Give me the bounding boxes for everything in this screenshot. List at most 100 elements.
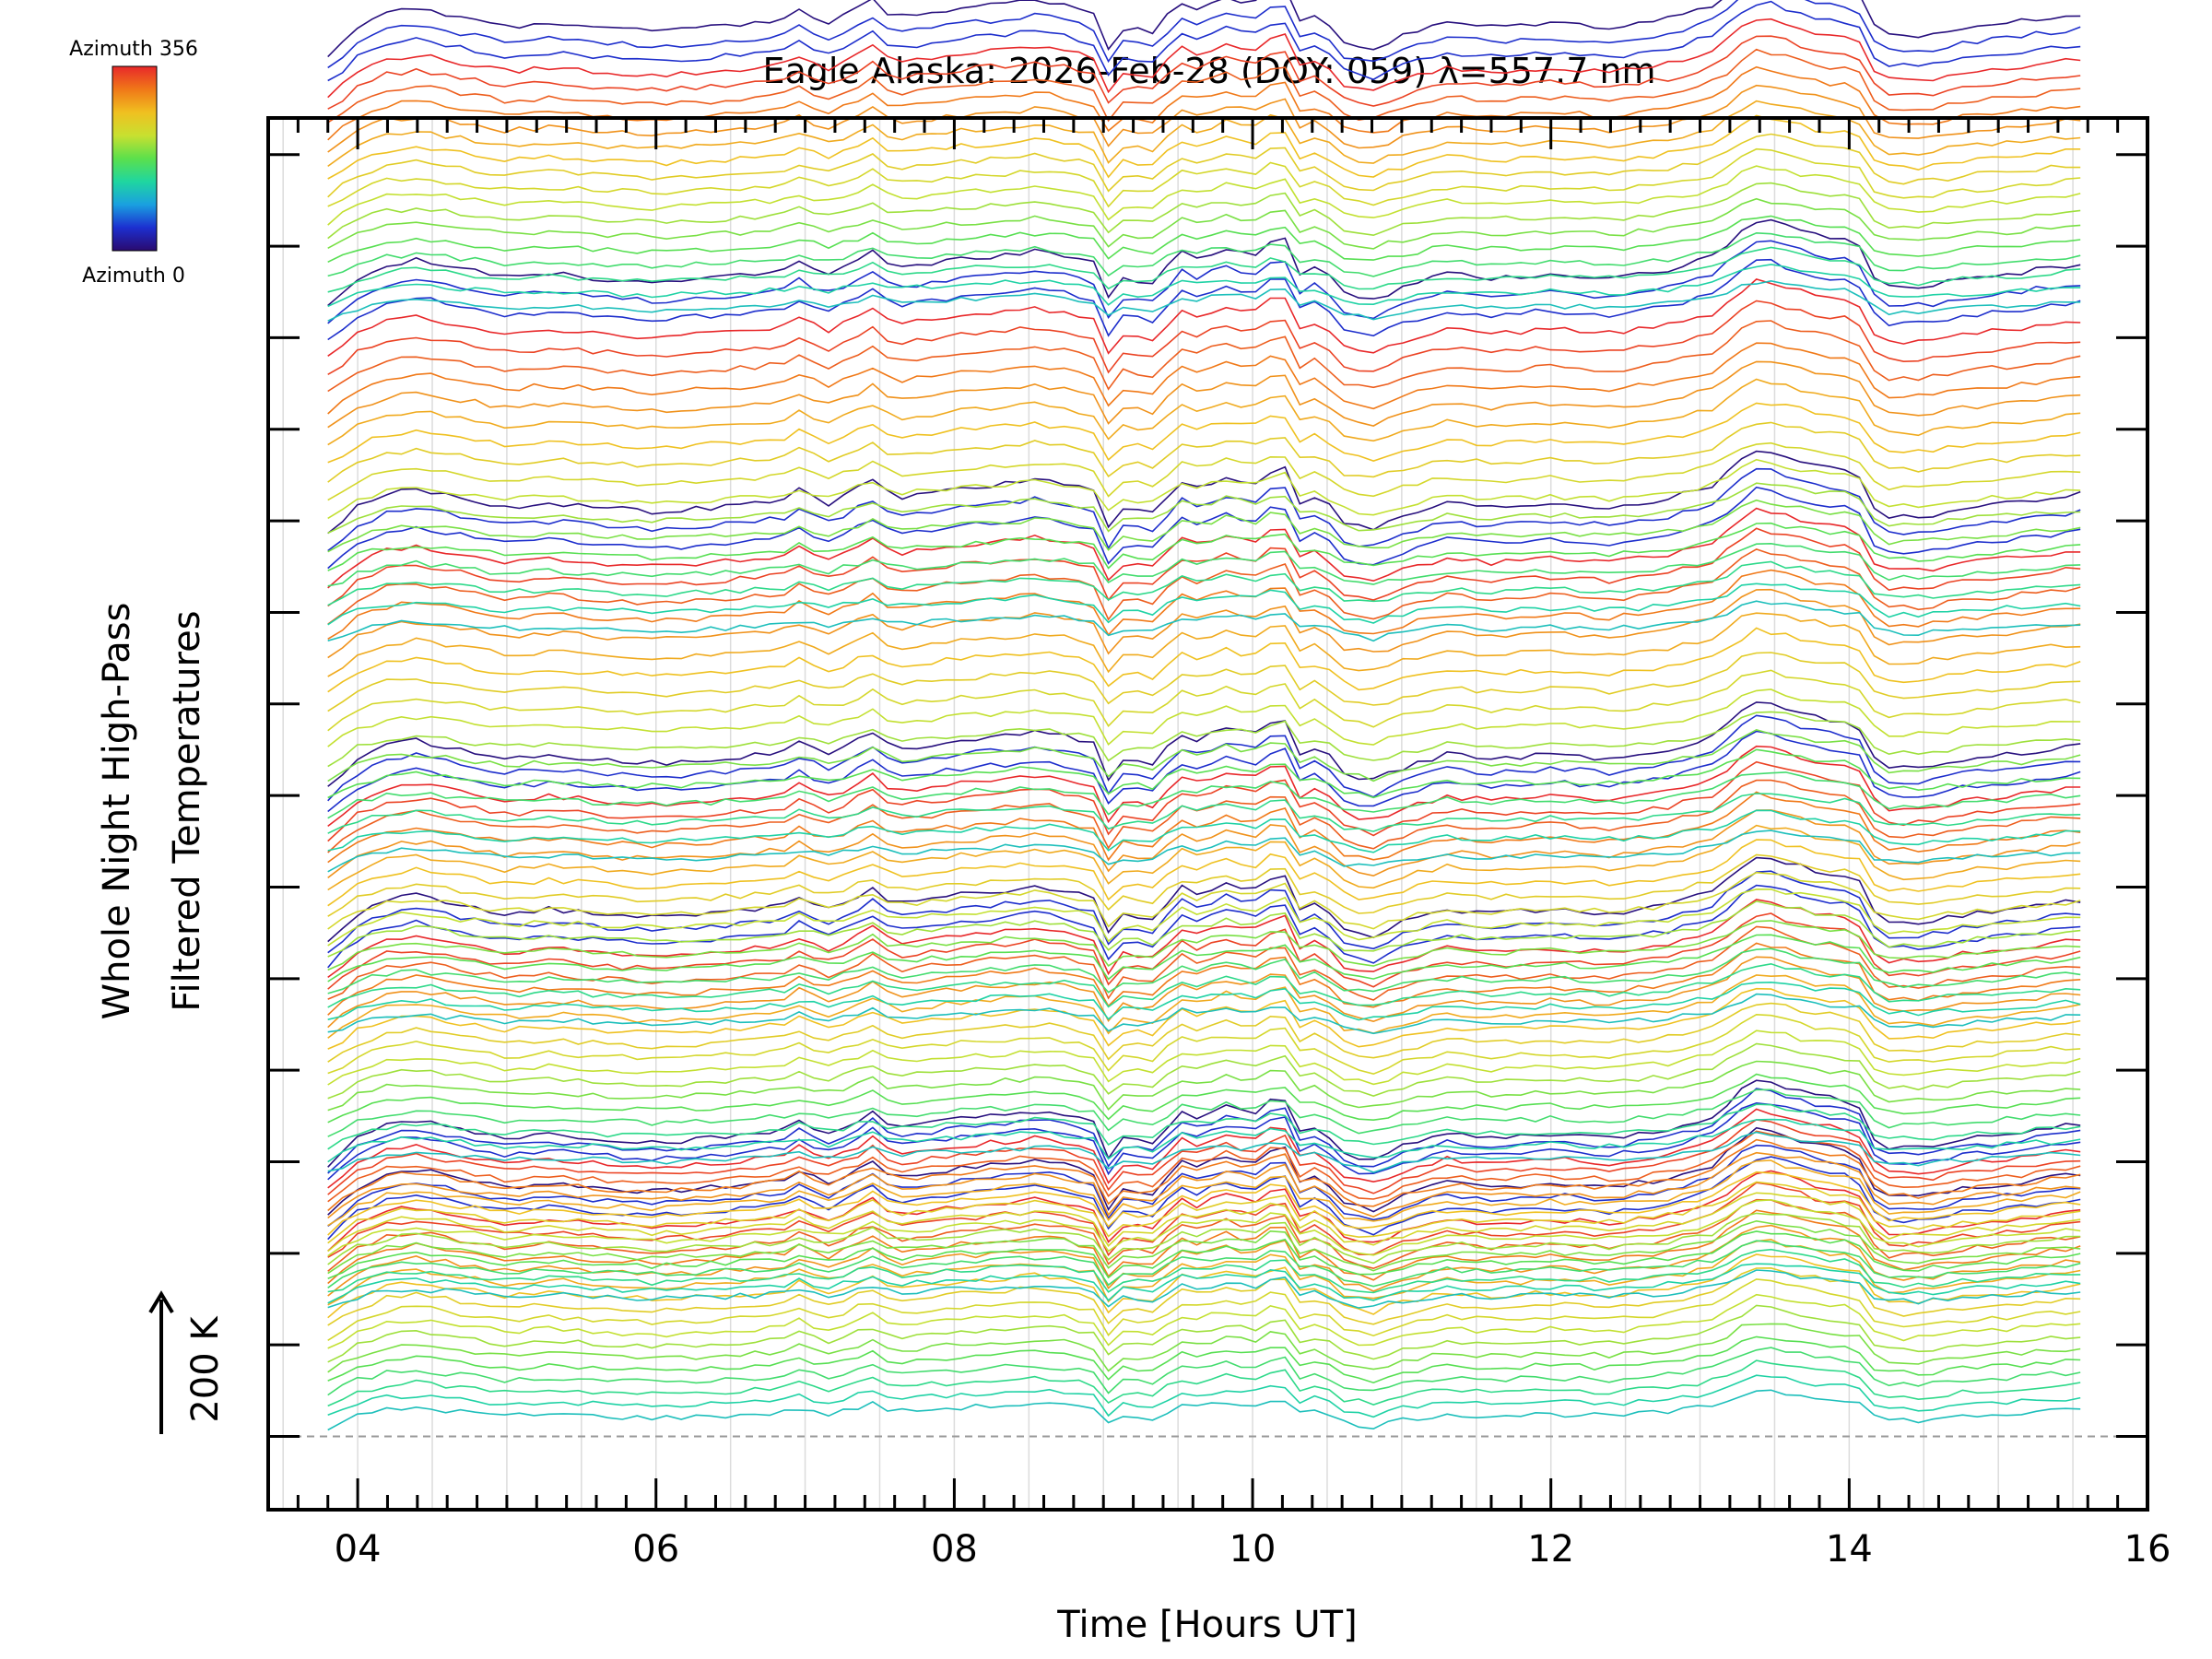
temperature-curve: [327, 745, 2081, 828]
colorbar-label-bottom: Azimuth 0: [82, 265, 185, 288]
temperature-curve: [327, 1138, 2081, 1212]
temperature-curve: [327, 830, 2081, 873]
temperature-curve: [327, 925, 2081, 1001]
temperature-curve: [327, 402, 2081, 464]
temperature-curve: [327, 342, 2081, 415]
temperature-curve: [327, 218, 2081, 307]
x-tick-label: 16: [2124, 1528, 2171, 1571]
temperature-curve: [327, 527, 2081, 607]
temperature-curve: [327, 360, 2081, 429]
temperature-curve: [327, 956, 2081, 1029]
temperature-curve: [327, 421, 2081, 483]
temperature-curve: [327, 669, 2081, 732]
temperature-curve: [327, 871, 2081, 930]
temperature-curve: [327, 1335, 2081, 1384]
temperature-curve: [327, 165, 2081, 226]
temperature-curve: [327, 182, 2081, 240]
temperature-curve: [327, 215, 2081, 264]
temperature-curve: [327, 1238, 2081, 1306]
temperature-curve: [327, 1269, 2081, 1309]
temperature-curve: [327, 1101, 2081, 1181]
temperature-curve: [327, 870, 2081, 954]
x-tick-labels: 04 06 08 10 12 14 16: [335, 1528, 2171, 1571]
temperature-curve: [327, 884, 2081, 969]
temperature-curve: [327, 441, 2081, 501]
temperature-curve: [327, 499, 2081, 553]
plot-area: 04 06 08 10 12 14 16: [266, 0, 2171, 1571]
y-axis-label: Whole Night High-Pass Filtered Temperatu…: [96, 603, 208, 1020]
temperature-curve: [327, 701, 2081, 787]
temperature-curve: [327, 0, 2081, 69]
temperature-curve: [327, 279, 2081, 322]
temperature-curve: [327, 582, 2081, 626]
temperature-curve: [327, 378, 2081, 446]
temperature-curve: [327, 486, 2081, 570]
temperature-curve: [327, 1073, 2081, 1124]
temperature-curve: [327, 728, 2081, 782]
temperature-curve: [327, 1119, 2081, 1195]
temperature-curve: [327, 197, 2081, 250]
temperature-curve: [327, 458, 2081, 520]
temperature-curve: [327, 1198, 2081, 1257]
temperature-curve: [327, 1248, 2081, 1294]
temperature-curve: [327, 264, 2081, 308]
temperature-curve: [327, 987, 2081, 1050]
temperature-curve: [327, 962, 2081, 1008]
temperature-curve: [327, 522, 2081, 571]
temperature-curve: [327, 1181, 2081, 1244]
x-tick-label: 12: [1527, 1528, 1574, 1571]
x-axis-ticks: [266, 118, 2149, 1510]
temperature-curve: [327, 791, 2081, 864]
temperature-curve: [327, 320, 2081, 393]
colorbar: Azimuth 356 Azimuth 0: [69, 38, 198, 288]
temperature-curve: [327, 771, 2081, 819]
temperature-curve: [327, 779, 2081, 853]
temperature-curve: [327, 824, 2081, 891]
temperature-curve: [327, 1002, 2081, 1063]
temperature-curve: [327, 934, 2081, 982]
temperature-curve: [327, 100, 2081, 168]
temperature-curve: [327, 1230, 2081, 1280]
x-tick-label: 06: [632, 1528, 679, 1571]
temperature-curve: [327, 1219, 2081, 1275]
temperature-curve: [327, 748, 2081, 799]
temperature-curve: [327, 839, 2081, 907]
temperature-curve: [327, 0, 2081, 58]
y-axis-label-line2: Filtered Temperatures: [166, 610, 208, 1011]
temperature-curve: [327, 35, 2081, 110]
temperature-curve: [327, 507, 2081, 589]
temperature-curve: [327, 84, 2081, 153]
temperature-curve: [327, 856, 2081, 943]
temperature-curve: [327, 1198, 2081, 1272]
temperature-curve: [327, 133, 2081, 198]
temperature-curve: [327, 1266, 2081, 1326]
temperature-curve: [327, 450, 2081, 535]
temperature-curve: [327, 1293, 2081, 1349]
temperature-curve: [327, 246, 2081, 293]
temperature-curve: [327, 1060, 2081, 1112]
temperature-curve: [327, 942, 2081, 1016]
x-tick-label: 04: [335, 1528, 382, 1571]
temperature-curve: [327, 853, 2081, 917]
temperature-curve: [327, 1131, 2081, 1173]
temperature-curve: [327, 1192, 2081, 1253]
temperature-curve: [327, 240, 2081, 324]
temperature-curve: [327, 147, 2081, 208]
x-tick-label: 10: [1230, 1528, 1277, 1571]
temperature-curve: [327, 1374, 2081, 1418]
y-axis-ticks: [268, 153, 2147, 1439]
temperature-curves: [327, 0, 2081, 1431]
temperature-curve: [327, 1079, 2081, 1168]
temperature-curve: [327, 947, 2081, 994]
temperature-curve: [327, 1240, 2081, 1288]
temperature-curve: [327, 560, 2081, 606]
vertical-gridlines: [282, 118, 2074, 1510]
temperature-curve: [327, 1144, 2081, 1227]
scale-indicator: 200 K: [148, 1290, 227, 1434]
temperature-curve: [327, 48, 2081, 124]
plot-frame: [266, 116, 2149, 1512]
temperature-curve: [327, 993, 2081, 1035]
temperature-curve: [327, 688, 2081, 747]
temperature-curve: [327, 1323, 2081, 1373]
temperature-curve: [327, 1103, 2081, 1150]
